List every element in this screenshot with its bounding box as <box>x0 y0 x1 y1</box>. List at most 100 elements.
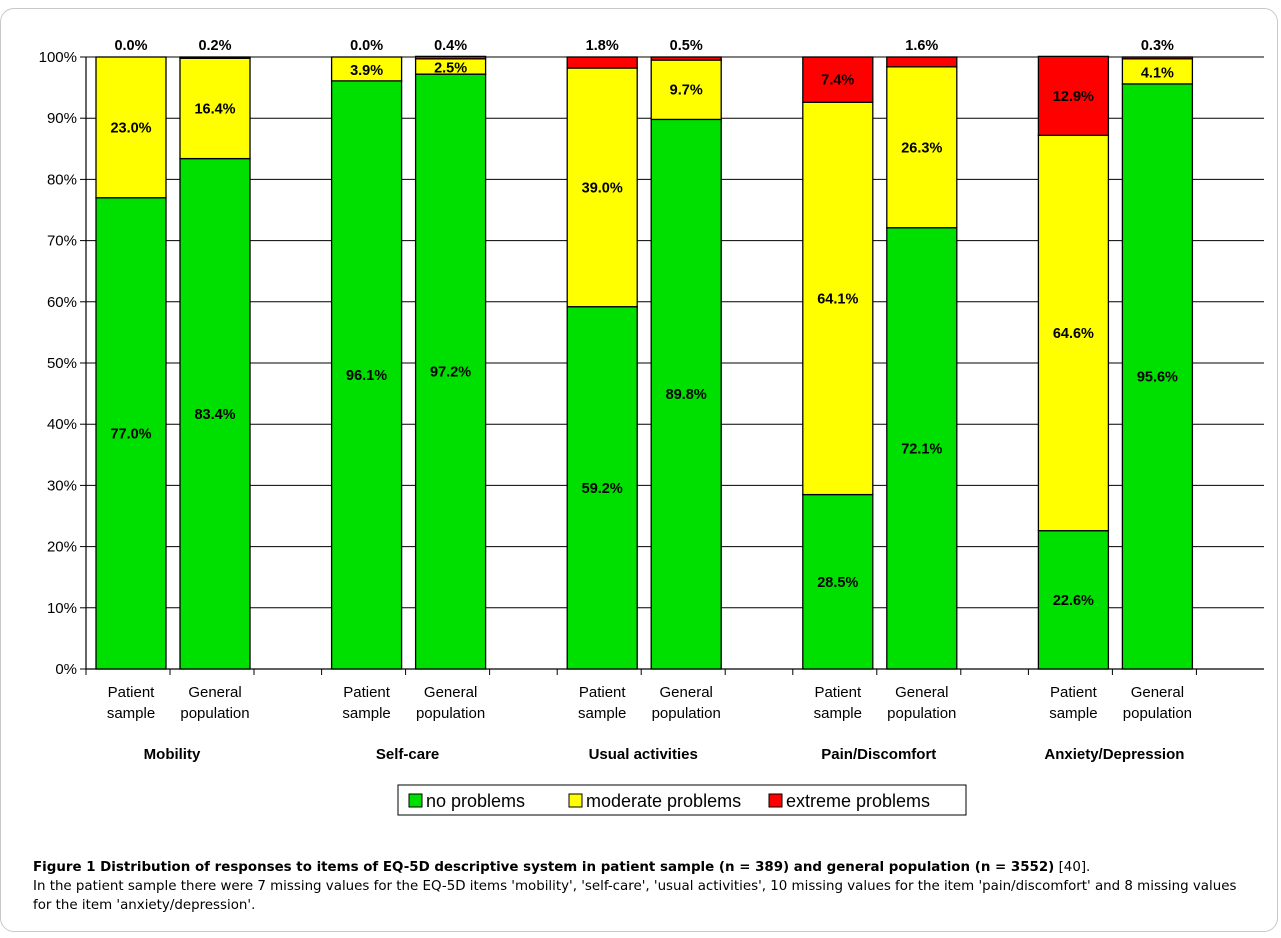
caption-body: In the patient sample there were 7 missi… <box>33 879 1237 913</box>
data-label: 23.0% <box>110 120 151 136</box>
bar-segment-extreme-problems <box>414 55 487 60</box>
x-tick-label: sample <box>342 705 390 722</box>
x-tick-label: Patient <box>1050 684 1098 701</box>
bar-segment-no-problems <box>566 306 638 670</box>
data-label: 96.1% <box>346 368 387 384</box>
data-label: 0.0% <box>114 38 147 54</box>
x-tick-label: population <box>416 705 485 722</box>
y-tick-label: 70% <box>47 233 77 250</box>
data-label: 0.2% <box>198 38 231 54</box>
bar-segment-moderate-problems <box>886 66 958 229</box>
group-label: Mobility <box>144 746 201 763</box>
figure-caption: Figure 1 Distribution of responses to it… <box>33 858 1258 915</box>
y-tick-label: 50% <box>47 355 77 372</box>
data-label: 26.3% <box>901 140 942 156</box>
bar-segment-moderate-problems <box>566 67 638 308</box>
y-tick-label: 40% <box>47 416 77 433</box>
x-tick-label: sample <box>814 705 862 722</box>
data-label: 12.9% <box>1053 89 1094 105</box>
bar-segment-no-problems <box>330 80 403 670</box>
data-label: 16.4% <box>194 101 235 117</box>
bar-segment-extreme-problems <box>1121 56 1194 60</box>
bar-segment-no-problems <box>802 493 874 670</box>
bar-segment-no-problems <box>886 227 958 670</box>
y-tick-label: 10% <box>47 600 77 617</box>
caption-ref: [40]. <box>1054 860 1091 875</box>
data-label: 95.6% <box>1137 369 1178 385</box>
bar-segment-moderate-problems <box>802 101 874 496</box>
legend-swatch <box>768 793 783 808</box>
x-tick-label: population <box>1123 705 1192 722</box>
data-label: 7.4% <box>821 73 854 89</box>
bar-segment-extreme-problems <box>802 56 874 103</box>
data-label: 2.5% <box>434 60 467 76</box>
data-label: 39.0% <box>582 180 623 196</box>
data-label: 64.6% <box>1053 326 1094 342</box>
data-label: 28.5% <box>817 575 858 591</box>
x-tick-label: sample <box>107 705 155 722</box>
data-label: 1.6% <box>905 38 938 54</box>
x-tick-label: General <box>895 684 948 701</box>
data-label: 59.2% <box>582 481 623 497</box>
bar-segment-no-problems <box>650 118 722 670</box>
y-tick-label: 20% <box>47 539 77 556</box>
y-tick-label: 60% <box>47 294 77 311</box>
x-tick-label: General <box>424 684 477 701</box>
stacked-bar-chart: 0% 10% 20% 30% 40% 50% 60% 70% 80% 90% 100% 77.0% 23… <box>39 38 1264 816</box>
data-label: 3.9% <box>350 63 383 79</box>
bar-segment-no-problems <box>1121 83 1194 670</box>
y-tick-label: 0% <box>55 661 77 678</box>
bar-segment-extreme-problems <box>886 56 958 68</box>
data-label: 1.8% <box>586 38 619 54</box>
data-label: 0.3% <box>1141 38 1174 54</box>
bar-segment-extreme-problems <box>179 56 251 59</box>
bar-segment-moderate-problems <box>1037 134 1110 532</box>
bar-segment-moderate-problems <box>330 56 403 82</box>
bar-segment-moderate-problems <box>179 57 251 160</box>
y-tick-label: 80% <box>47 171 77 188</box>
x-tick-label: General <box>660 684 713 701</box>
group-label: Pain/Discomfort <box>821 746 936 763</box>
x-tick-label: Patient <box>814 684 862 701</box>
x-tick-label: Patient <box>343 684 391 701</box>
data-label: 89.8% <box>666 387 707 403</box>
figure-frame <box>0 8 1278 932</box>
data-label: 9.7% <box>670 83 703 99</box>
data-label: 0.0% <box>350 38 383 54</box>
data-label: 97.2% <box>430 365 471 381</box>
data-label: 83.4% <box>194 407 235 423</box>
x-tick-label: General <box>188 684 241 701</box>
data-label: 0.4% <box>434 38 467 54</box>
x-tick-label: Patient <box>108 684 156 701</box>
bar-segment-extreme-problems <box>566 56 638 69</box>
y-tick-label: 30% <box>47 477 77 494</box>
legend-swatch <box>408 793 423 808</box>
legend-label: moderate problems <box>586 791 741 811</box>
data-label: 22.6% <box>1053 593 1094 609</box>
y-tick-label: 90% <box>47 110 77 127</box>
bar-segment-moderate-problems <box>95 56 167 199</box>
x-tick-label: Patient <box>579 684 627 701</box>
bar-segment-no-problems <box>1037 530 1110 670</box>
data-label: 64.1% <box>817 291 858 307</box>
x-tick-label: population <box>652 705 721 722</box>
x-tick-label: population <box>887 705 956 722</box>
legend-label: no problems <box>426 791 525 811</box>
caption-title: Figure 1 Distribution of responses to it… <box>33 860 1055 875</box>
x-tick-label: sample <box>578 705 626 722</box>
bar-segment-no-problems <box>414 73 487 670</box>
x-tick-label: General <box>1131 684 1184 701</box>
bar-segment-extreme-problems <box>1037 55 1110 136</box>
bar-segment-extreme-problems <box>650 56 722 61</box>
x-tick-label: population <box>180 705 249 722</box>
bar-segment-moderate-problems <box>650 59 722 121</box>
legend-swatch <box>568 793 583 808</box>
bar-segment-no-problems <box>95 197 167 670</box>
data-label: 4.1% <box>1141 65 1174 81</box>
group-label: Self-care <box>376 746 439 763</box>
data-label: 77.0% <box>110 426 151 442</box>
legend-label: extreme problems <box>786 791 930 811</box>
legend-box <box>397 784 967 816</box>
data-label: 72.1% <box>901 441 942 457</box>
x-tick-label: sample <box>1049 705 1097 722</box>
